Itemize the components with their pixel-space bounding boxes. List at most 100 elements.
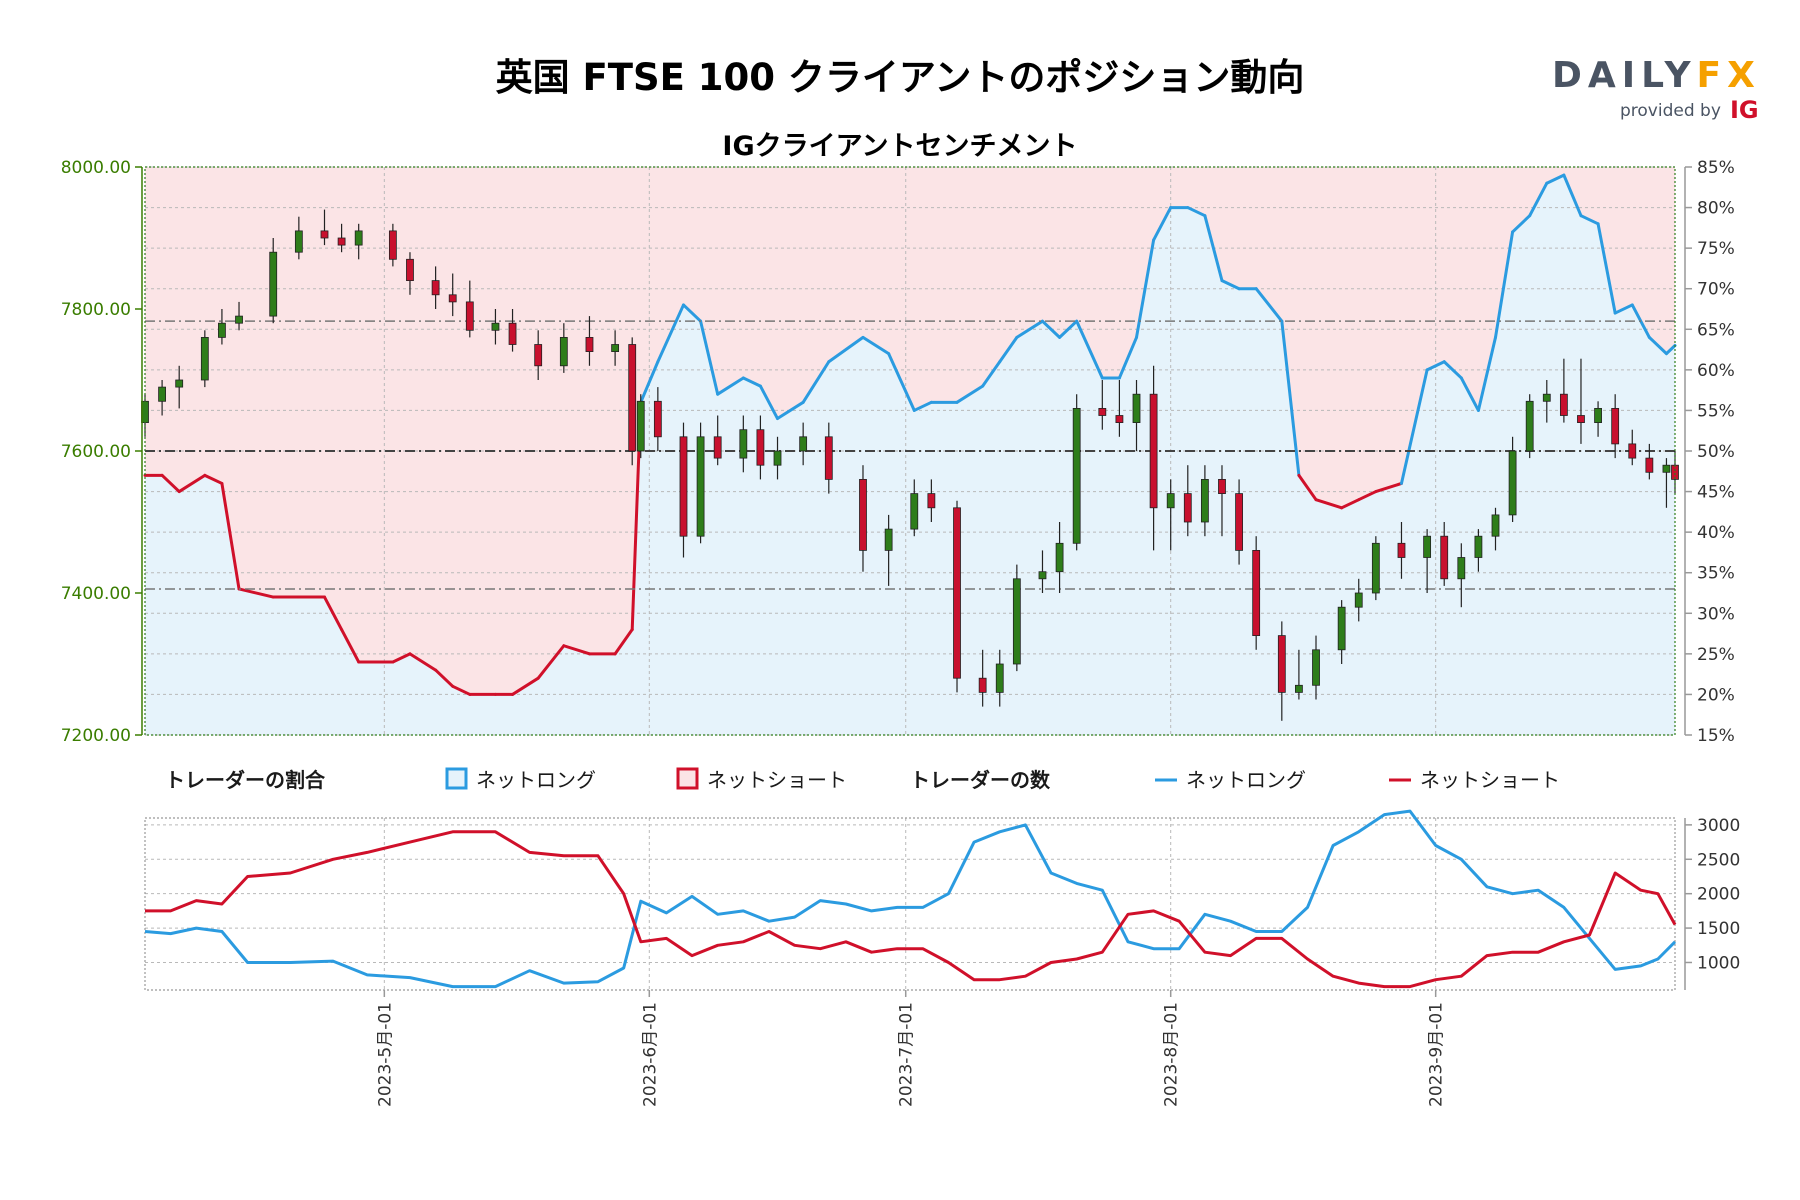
candle-body bbox=[269, 251, 278, 317]
right-tick-label: 35% bbox=[1697, 564, 1735, 584]
price-candles bbox=[141, 209, 1679, 721]
net-long-pct-segment bbox=[776, 400, 805, 421]
logo-dailyfx: DAILYFX bbox=[1552, 55, 1761, 96]
candle-body bbox=[1577, 415, 1585, 423]
candle-body bbox=[1055, 542, 1064, 573]
candle-body bbox=[559, 336, 568, 367]
net-long-pct-segment bbox=[887, 352, 916, 412]
net-long-pct-segment bbox=[955, 384, 985, 404]
candle-body bbox=[1440, 535, 1449, 580]
right-tick-label: 50% bbox=[1697, 442, 1735, 462]
lower-right-tick-label: 2500 bbox=[1697, 850, 1740, 870]
candle-body bbox=[337, 237, 346, 246]
right-tick-label: 60% bbox=[1697, 361, 1735, 381]
legend: トレーダーの割合 ネットロング ネットショート トレーダーの数 ネットロング ネ… bbox=[165, 767, 1560, 792]
candle-body bbox=[756, 429, 765, 466]
upper-reference-lines bbox=[145, 320, 1675, 590]
legend-count-short: ネットショート bbox=[1420, 768, 1560, 792]
right-tick-label: 75% bbox=[1697, 239, 1735, 259]
candle-body bbox=[1628, 443, 1637, 459]
legend-ratio-long: ネットロング bbox=[476, 768, 596, 792]
candle-body bbox=[884, 528, 893, 551]
x-axis-ticks: 2023-5月-01 2023-6月-01 2023-7月-01 2023-8月-01… bbox=[375, 990, 1447, 1107]
candle-body bbox=[1397, 542, 1406, 558]
net-long-pct-segment bbox=[1186, 206, 1207, 218]
net-long-pct-segment bbox=[203, 473, 224, 485]
candle-body bbox=[910, 493, 919, 530]
candle-body bbox=[508, 322, 517, 345]
left-tick-label: 7200.00 bbox=[61, 726, 131, 746]
candle-body bbox=[1295, 684, 1303, 693]
net-long-pct-segment bbox=[1459, 376, 1480, 412]
candle-body bbox=[1166, 493, 1175, 509]
net-long-pct-segment bbox=[656, 303, 685, 364]
candle-body bbox=[585, 336, 594, 352]
right-tick-label: 55% bbox=[1697, 401, 1735, 421]
net-long-pct-segment bbox=[562, 644, 591, 656]
net-long-pct-segment bbox=[408, 652, 438, 672]
candle-body bbox=[739, 429, 748, 459]
lower-right-tick-label: 1000 bbox=[1697, 953, 1740, 973]
chart-subtitle: IGクライアントセンチメント bbox=[722, 131, 1077, 162]
candle-body bbox=[1474, 535, 1483, 558]
upper-plot-frame bbox=[144, 166, 1676, 736]
candle-body bbox=[175, 379, 184, 388]
net-long-pct-segment bbox=[861, 335, 891, 356]
candle-body bbox=[773, 450, 782, 466]
net-long-pct-segment bbox=[801, 360, 831, 404]
net-long-pct-segment bbox=[1545, 173, 1566, 185]
candle-body bbox=[235, 315, 243, 324]
candle-body bbox=[679, 436, 688, 537]
net-long-pct-segment bbox=[1297, 473, 1318, 502]
lower-right-tick-label: 3000 bbox=[1697, 816, 1740, 836]
net-long-pct-segment bbox=[1075, 319, 1104, 380]
net-long-pct-segment bbox=[1664, 344, 1677, 356]
net-long-pct-segment bbox=[1040, 319, 1062, 339]
net-long-pct-segment bbox=[1442, 360, 1463, 380]
candle-body bbox=[1423, 535, 1432, 558]
net-long-pct-segment bbox=[1511, 214, 1532, 234]
lower-axes: 1000 1500 2000 2500 3000 bbox=[1684, 816, 1740, 990]
net-long-pct-segment bbox=[681, 303, 703, 323]
candle-body bbox=[1491, 514, 1500, 537]
candle-body bbox=[158, 386, 166, 402]
candle-body bbox=[824, 436, 833, 480]
x-tick-label: 2023-9月-01 bbox=[1427, 1002, 1447, 1107]
candle-body bbox=[611, 344, 620, 352]
net-long-pct-segment bbox=[434, 668, 455, 688]
x-tick-label: 2023-7月-01 bbox=[897, 1002, 917, 1107]
net-long-pct-segment bbox=[827, 335, 865, 364]
logo-fx: FX bbox=[1697, 55, 1761, 96]
net-long-pct-segment bbox=[220, 481, 241, 591]
net-long-pct-segment bbox=[511, 676, 540, 696]
legend-ratio-heading: トレーダーの割合 bbox=[165, 768, 326, 792]
upper-long-area bbox=[145, 175, 1675, 736]
net-long-pct-segment bbox=[177, 473, 207, 494]
net-long-pct-segment bbox=[741, 376, 762, 388]
upper-net-long-pct bbox=[143, 173, 1677, 696]
candle-body bbox=[1098, 407, 1107, 416]
net-long-pct-segment bbox=[1254, 287, 1284, 323]
net-long-pct-segment bbox=[1596, 222, 1617, 315]
dailyfx-logo[interactable]: DAILYFX provided by IG bbox=[1552, 55, 1761, 124]
right-tick-label: 85% bbox=[1697, 158, 1735, 178]
x-tick-label: 2023-5月-01 bbox=[375, 1002, 395, 1107]
net-long-pct-segment bbox=[1220, 279, 1241, 291]
net-long-pct-segment bbox=[322, 595, 344, 632]
net-long-pct-segment bbox=[716, 376, 745, 396]
candle-body bbox=[1542, 393, 1551, 402]
candle-body bbox=[1354, 592, 1363, 608]
right-tick-label: 80% bbox=[1697, 199, 1735, 219]
logo-ig: IG bbox=[1730, 96, 1759, 124]
candle-body bbox=[799, 436, 808, 452]
net-long-pct-segment bbox=[912, 400, 933, 412]
net-long-pct-segment bbox=[1058, 319, 1079, 339]
candle-body bbox=[1508, 450, 1517, 516]
lower-plot-frame bbox=[144, 817, 1676, 991]
left-tick-label: 7400.00 bbox=[61, 584, 131, 604]
candle-body bbox=[1235, 493, 1243, 551]
candle-body bbox=[448, 294, 457, 303]
candle-body bbox=[218, 322, 226, 338]
net-long-pct-segment bbox=[1374, 481, 1403, 494]
